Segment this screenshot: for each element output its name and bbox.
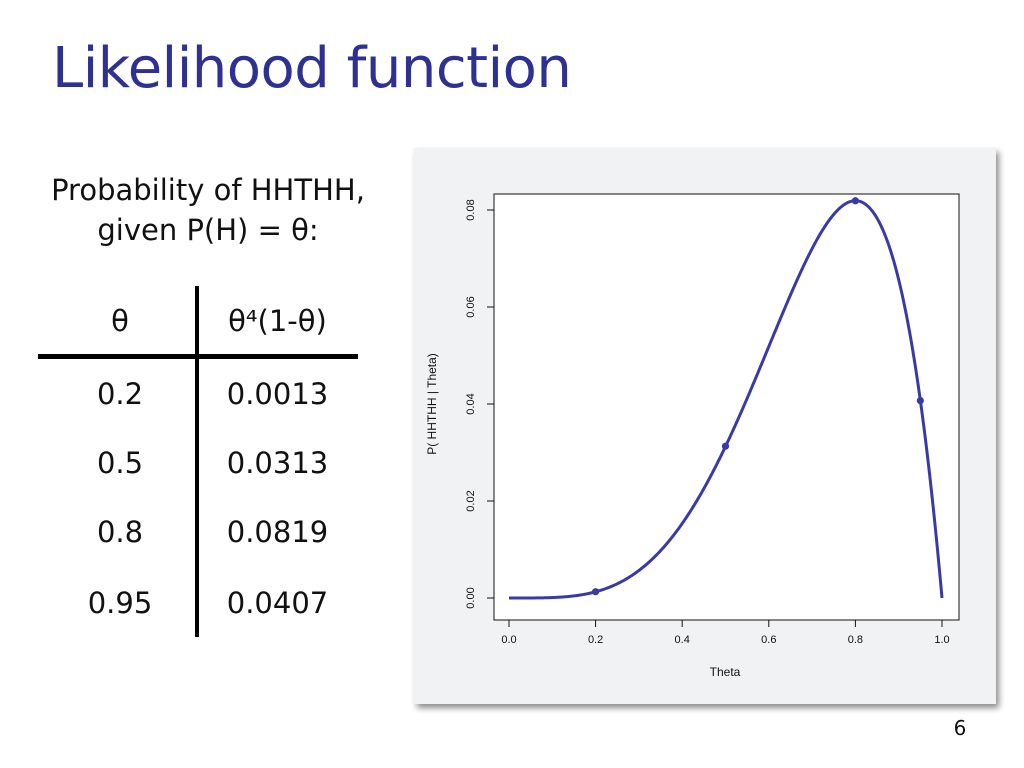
likelihood-plot: 0.0 0.2 0.4 0.6 0.8 1.0 0.00 0.02 0.04 0.06 0.08 … [414, 148, 996, 704]
caption: Probability of HHTHH, given P(H) = θ: [28, 170, 388, 250]
y-tick-label: 0.00 [465, 587, 477, 608]
table-column-divider [195, 286, 199, 637]
table-cell: 0.0313 [226, 446, 329, 480]
data-point [916, 397, 924, 405]
x-tick-label: 0.4 [675, 634, 690, 646]
y-tick-label: 0.06 [465, 296, 477, 317]
y-tick-label: 0.04 [465, 393, 477, 414]
y-tick-label: 0.02 [465, 490, 477, 511]
table-cell: 0.2 [96, 377, 144, 411]
plot-svg: 0.0 0.2 0.4 0.6 0.8 1.0 0.000.020.040.060.08 … [425, 193, 960, 679]
x-tick-label: 0.6 [761, 634, 776, 646]
table-cell: 0.95 [87, 586, 153, 620]
data-points [592, 197, 924, 596]
data-point [592, 588, 600, 596]
table-cell: 0.8 [96, 515, 144, 549]
table-cell: 0.0819 [226, 515, 329, 549]
x-tick-label: 1.0 [934, 634, 949, 646]
x-axis-title: Theta [710, 665, 741, 679]
data-point [721, 442, 730, 450]
y-tick-label: 0.08 [465, 199, 477, 220]
caption-line-1: Probability of HHTHH, [51, 173, 365, 207]
table-cell: 0.0407 [226, 586, 329, 620]
x-tick-label: 0.2 [588, 634, 603, 646]
plot-area-frame [493, 193, 960, 621]
table-header-likelihood: θ⁴(1-θ) [228, 304, 327, 338]
slide-title: Likelihood function [52, 36, 572, 101]
data-point [851, 197, 859, 205]
table-cell: 0.5 [96, 446, 144, 480]
table-header-theta: θ [111, 304, 129, 338]
table-cell: 0.0013 [226, 377, 329, 411]
x-tick-label: 0.8 [848, 634, 863, 646]
y-axis: 0.00 0.02 0.04 0.06 0.08 [465, 199, 495, 609]
y-axis-title: P( HHTHH | Theta) [425, 353, 439, 455]
page-number: 6 [953, 716, 967, 740]
x-tick-label: 0.0 [501, 634, 516, 646]
caption-line-2: given P(H) = θ: [97, 213, 319, 247]
x-axis: 0.0 0.2 0.4 0.6 0.8 1.0 [501, 619, 950, 646]
